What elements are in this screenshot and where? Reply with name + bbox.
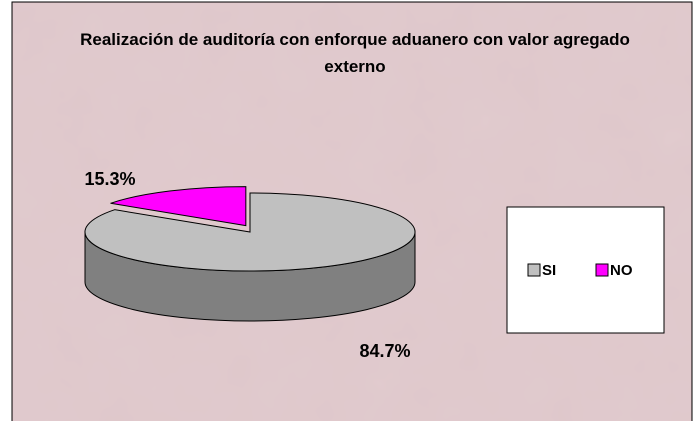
legend-box — [506, 206, 665, 334]
legend-swatch — [595, 263, 609, 277]
slice — [110, 186, 247, 227]
slice — [84, 192, 416, 272]
data-label: 84.7% — [359, 341, 410, 361]
chart-title: Realización de auditoría con enforque ad… — [80, 30, 630, 76]
data-label: 15.3% — [84, 169, 135, 189]
legend: SI NO — [527, 262, 633, 279]
legend-label: SI — [542, 262, 556, 279]
pie: 84.7% 15.3% — [84, 169, 416, 361]
legend-label: NO — [610, 262, 633, 279]
legend-swatch — [527, 263, 541, 277]
